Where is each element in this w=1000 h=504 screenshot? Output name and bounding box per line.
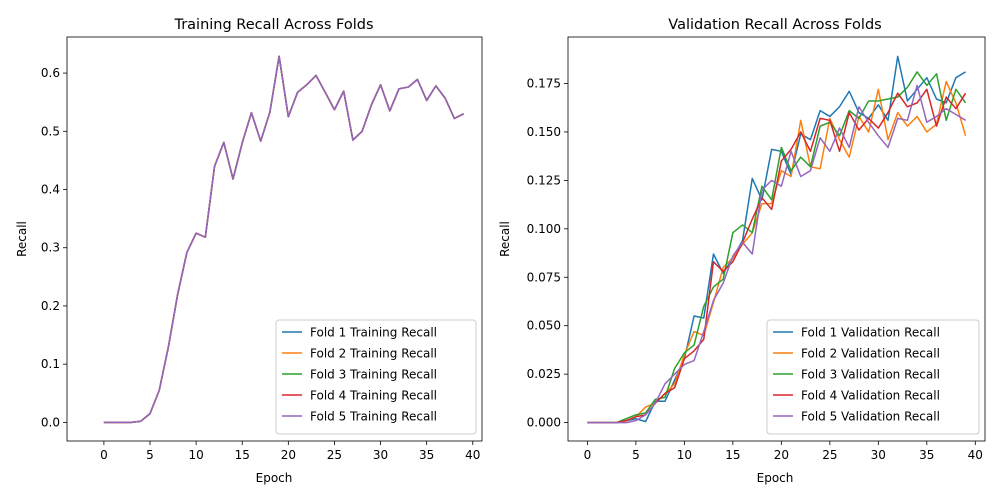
axis-ticks: 0 5 10 15 20 25 30 35 40 0.000 0.025 0.050 0.075 0.10… — [527, 77, 983, 462]
chart-title: Validation Recall Across Folds — [668, 17, 881, 33]
y-tick-label: 0.000 — [527, 416, 561, 430]
legend-item: Fold 1 Validation Recall — [773, 326, 940, 340]
legend-label: Fold 5 Training Recall — [310, 410, 437, 424]
y-axis-label: Recall — [15, 221, 29, 257]
x-tick-label: 0 — [100, 448, 108, 462]
x-tick-label: 35 — [919, 448, 934, 462]
y-tick-label: 0.025 — [527, 367, 561, 381]
x-tick-label: 20 — [774, 448, 789, 462]
legend-item: Fold 3 Training Recall — [282, 368, 437, 382]
x-tick-label: 10 — [188, 448, 203, 462]
x-tick-label: 30 — [871, 448, 886, 462]
y-tick-label: 0.5 — [41, 124, 60, 138]
x-tick-label: 25 — [822, 448, 837, 462]
plot-frame — [66, 36, 483, 442]
legend-label: Fold 4 Validation Recall — [801, 389, 940, 403]
legend-item: Fold 2 Training Recall — [282, 347, 437, 361]
y-tick-label: 0.6 — [41, 66, 60, 80]
legend-label: Fold 3 Training Recall — [310, 368, 437, 382]
y-tick-label: 0.100 — [527, 222, 561, 236]
x-tick-label: 15 — [235, 448, 250, 462]
x-tick-label: 5 — [146, 448, 154, 462]
x-tick-label: 20 — [281, 448, 296, 462]
y-tick-label: 0.125 — [527, 173, 561, 187]
y-tick-label: 0.0 — [41, 415, 60, 429]
x-tick-label: 35 — [419, 448, 434, 462]
y-tick-label: 0.175 — [527, 77, 561, 91]
y-tick-label: 0.2 — [41, 299, 60, 313]
legend-label: Fold 4 Training Recall — [310, 389, 437, 403]
legend-label: Fold 1 Training Recall — [310, 326, 437, 340]
x-tick-label: 10 — [677, 448, 692, 462]
legend-item: Fold 1 Training Recall — [282, 326, 437, 340]
plot-frame — [567, 36, 986, 442]
legend-label: Fold 2 Validation Recall — [801, 347, 940, 361]
legend-box — [275, 319, 477, 435]
series-line-fold-3 — [587, 71, 967, 424]
chart-title: Training Recall Across Folds — [173, 17, 373, 33]
y-tick-label: 0.075 — [527, 270, 561, 284]
y-tick-label: 0.1 — [41, 357, 60, 371]
legend-label: Fold 5 Validation Recall — [801, 410, 940, 424]
x-tick-label: 15 — [725, 448, 740, 462]
series-line-fold-5 — [587, 84, 966, 424]
x-axis-label: Epoch — [256, 471, 293, 485]
x-tick-label: 30 — [373, 448, 388, 462]
training-recall-chart: Training Recall Across Folds Epoch Recal… — [15, 17, 483, 485]
y-tick-label: 0.150 — [527, 125, 561, 139]
legend-item: Fold 4 Validation Recall — [773, 389, 940, 403]
x-tick-label: 40 — [465, 448, 480, 462]
legend-item: Fold 5 Validation Recall — [773, 410, 940, 424]
legend-item: Fold 2 Validation Recall — [773, 347, 940, 361]
axis-ticks: 0 5 10 15 20 25 30 35 40 0.0 0.1 0.2 0.3 0.4 0.5 0.6 — [41, 66, 481, 462]
legend-label: Fold 3 Validation Recall — [801, 368, 940, 382]
series-lines — [103, 55, 464, 424]
x-tick-label: 25 — [327, 448, 342, 462]
series-line-fold-5 — [103, 55, 464, 424]
legend: Fold 1 Training Recall Fold 2 Training R… — [275, 319, 477, 435]
legend-item: Fold 4 Training Recall — [282, 389, 437, 403]
y-tick-label: 0.4 — [41, 183, 60, 197]
legend-label: Fold 1 Validation Recall — [801, 326, 940, 340]
y-axis-label: Recall — [498, 221, 512, 257]
y-tick-label: 0.050 — [527, 319, 561, 333]
x-tick-label: 0 — [584, 448, 592, 462]
validation-recall-chart: Validation Recall Across Folds Epoch Rec… — [498, 17, 986, 485]
legend-box — [766, 319, 980, 435]
x-tick-label: 40 — [968, 448, 983, 462]
y-tick-label: 0.3 — [41, 241, 60, 255]
series-lines — [587, 55, 967, 424]
x-tick-label: 5 — [632, 448, 640, 462]
legend-item: Fold 5 Training Recall — [282, 410, 437, 424]
series-line-fold-1 — [587, 55, 966, 424]
x-axis-label: Epoch — [757, 471, 794, 485]
legend-label: Fold 2 Training Recall — [310, 347, 437, 361]
legend: Fold 1 Validation Recall Fold 2 Validati… — [766, 319, 980, 435]
legend-item: Fold 3 Validation Recall — [773, 368, 940, 382]
